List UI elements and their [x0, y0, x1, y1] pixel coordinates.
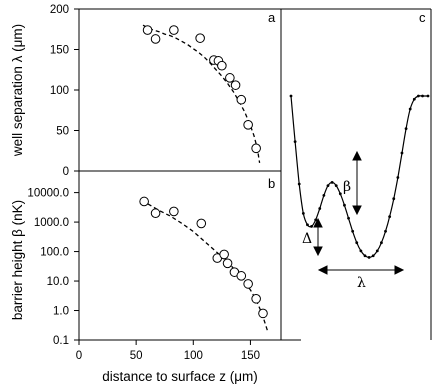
panel-c-potential: [289, 94, 430, 259]
potential-sample-dot: [380, 241, 383, 245]
potential-sample-dot: [384, 229, 387, 233]
panel-b-y-tick-label: 1.0: [53, 306, 69, 318]
panel-a-data-point: [217, 60, 227, 71]
panel-b-data-point: [219, 249, 229, 260]
delta-symbol: Δ: [302, 231, 312, 247]
lambda-arrow-head-right: [394, 265, 405, 275]
panel-b-data-point: [150, 208, 161, 219]
potential-curve: [290, 95, 428, 259]
delta-arrow-head-top: [313, 217, 323, 228]
fit-lines: [141, 24, 269, 332]
x-axis-title: distance to surface z (μm): [102, 369, 258, 384]
panel-c-letter: c: [419, 10, 426, 25]
panel-b-data-point: [243, 279, 253, 289]
panel-b-y-tick-label: 10.0: [47, 276, 69, 288]
panel-frames: [78, 8, 432, 341]
panel-a-data-point: [150, 34, 161, 44]
panel-b-fit-line: [141, 199, 269, 332]
panel-a-fit-line: [142, 24, 261, 164]
potential-sample-dot: [338, 192, 342, 196]
panel-b-y-axis-title: barrier height β (nK): [10, 200, 25, 320]
beta-symbol: β: [343, 179, 351, 195]
potential-sample-dot: [400, 151, 404, 155]
panel-a-data-point: [251, 143, 261, 154]
beta-arrow-head-bottom: [352, 205, 362, 216]
potential-sample-dot: [426, 94, 430, 98]
delta-arrow-head-bottom: [313, 246, 323, 257]
potential-sample-dot: [408, 107, 412, 111]
potential-sample-dot: [388, 215, 392, 219]
potential-sample-dot: [318, 207, 322, 210]
panel-a-y-tick-label: 0: [63, 166, 69, 178]
x-tick-label: 50: [130, 350, 143, 362]
panel-a-data-point: [195, 33, 205, 43]
panel-b-data-point: [251, 293, 261, 304]
panel-b-y-tick-label: 1000.0: [34, 217, 69, 229]
panel-b-data-point: [222, 258, 233, 269]
lambda-symbol: λ: [357, 275, 366, 291]
potential-sample-dot: [334, 184, 338, 188]
panel-b-ticks: 0.1 1.0 10.0 100.0 1000.0 10000.0 0 50 100 150: [27, 188, 260, 362]
data-points: [139, 25, 268, 319]
potential-sample-dot: [392, 197, 396, 201]
panel-a-y-tick-label: 200: [50, 4, 69, 16]
panel-b-y-tick-label: 10000.0: [27, 188, 69, 200]
panel-b-y-tick-label: 100.0: [40, 247, 69, 259]
potential-sample-dot: [306, 223, 309, 227]
potential-sample-dot: [322, 194, 326, 197]
panel-b-data-point: [196, 218, 207, 229]
panel-a-data-point: [142, 25, 153, 35]
panel-b-data-point: [139, 196, 149, 207]
panel-a-y-tick-label: 100: [50, 85, 69, 97]
potential-sample-dot: [417, 94, 420, 98]
potential-sample-dot: [343, 203, 346, 207]
panel-a-data-point: [225, 73, 235, 83]
potential-sample-dot: [330, 180, 334, 184]
x-tick-label: 0: [76, 350, 82, 362]
lambda-arrow-head-left: [317, 265, 328, 275]
panel-b-letter: b: [268, 176, 275, 191]
panel-a-ticks: 0 50 100 150 200: [50, 4, 79, 178]
panel-b-y-tick-label: 0.1: [53, 335, 69, 347]
x-tick-label: 100: [184, 350, 203, 362]
potential-sample-dot: [421, 94, 424, 98]
potential-sample-dot: [371, 254, 375, 258]
potential-sample-dot: [326, 184, 330, 188]
potential-sample-dot: [355, 241, 359, 245]
panel-a-data-point: [236, 94, 247, 105]
panel-a-y-axis-title: well separation λ (μm): [10, 24, 25, 157]
potential-sample-dot: [404, 127, 408, 130]
potential-sample-dot: [351, 229, 355, 233]
potential-sample-dot: [289, 94, 293, 98]
x-tick-label: 150: [241, 350, 260, 362]
panel-b-data-point: [169, 206, 179, 217]
beta-arrow-head-top: [352, 150, 362, 161]
potential-sample-dot: [412, 97, 416, 101]
potential-sample-dot: [347, 216, 350, 220]
potential-sample-dot: [297, 182, 301, 186]
panel-a-data-point: [243, 120, 253, 130]
potential-sample-dot: [301, 211, 305, 215]
potential-sample-dot: [396, 176, 400, 179]
panel-a-y-tick-label: 150: [50, 45, 69, 57]
panel-b-data-point: [236, 271, 247, 281]
panel-a-data-point: [230, 80, 241, 90]
potential-sample-dot: [375, 249, 379, 253]
panel-b-data-point: [258, 308, 268, 319]
panel-c-annotations: [313, 150, 405, 275]
potential-sample-dot: [359, 249, 363, 253]
potential-sample-dot: [363, 254, 367, 258]
potential-sample-dot: [367, 255, 371, 259]
panel-a-y-tick-label: 50: [56, 126, 69, 138]
potential-sample-dot: [314, 218, 318, 222]
panel-a-letter: a: [268, 10, 276, 25]
potential-sample-dot: [293, 140, 297, 144]
panel-a-data-point: [169, 25, 179, 35]
potential-sample-dot: [310, 225, 313, 228]
